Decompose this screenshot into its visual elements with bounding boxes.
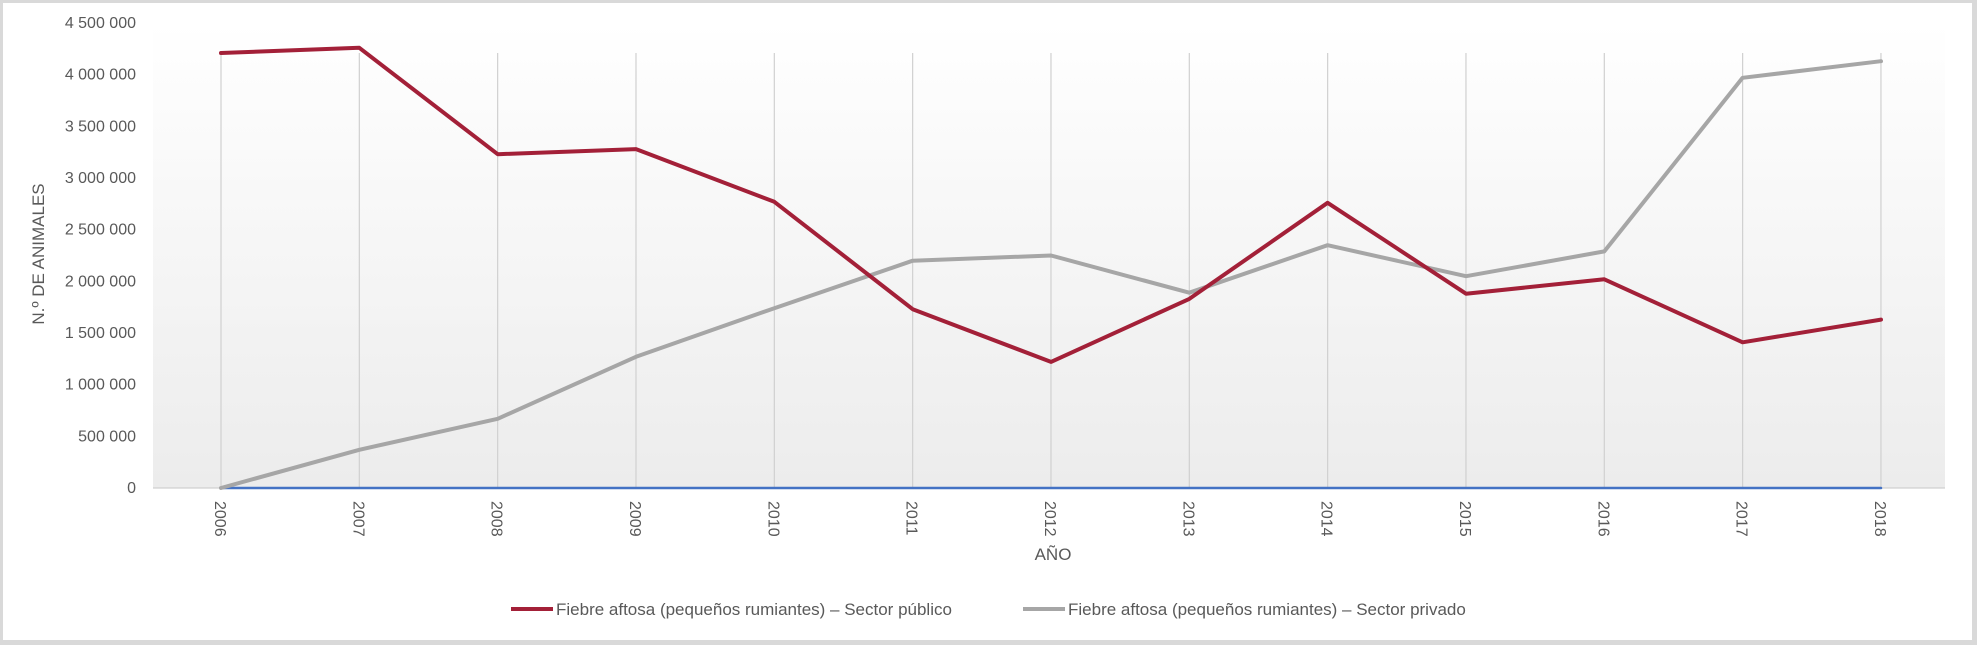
y-axis-ticks: 0 500 000 1 000 000 1 500 000 2 000 000 2 500… [65, 15, 136, 497]
y-tick-label: 3 500 000 [65, 118, 136, 135]
legend-label-privado: Fiebre aftosa (pequeños rumiantes) – Sec… [1068, 600, 1466, 619]
x-tick-label: 2016 [1594, 501, 1611, 537]
x-tick-label: 2015 [1456, 501, 1473, 537]
legend-label-publico: Fiebre aftosa (pequeños rumiantes) – Sec… [556, 600, 952, 619]
x-axis-title: AÑO [1035, 545, 1072, 564]
y-tick-label: 1 500 000 [65, 325, 136, 342]
line-chart: 0 500 000 1 000 000 1 500 000 2 000 000 2 500… [29, 15, 1945, 619]
x-tick-label: 2008 [488, 501, 505, 537]
x-tick-label: 2010 [764, 501, 781, 537]
x-tick-label: 2007 [349, 501, 366, 537]
y-tick-label: 4 000 000 [65, 67, 136, 84]
x-tick-label: 2012 [1041, 501, 1058, 537]
x-axis-ticks: 2006 2007 2008 2009 2010 2011 2012 2013 2014 2015… [211, 501, 1888, 537]
x-tick-label: 2009 [626, 501, 643, 537]
y-axis-title: N.º DE ANIMALES [29, 183, 48, 324]
x-tick-label: 2018 [1871, 501, 1888, 537]
y-tick-label: 4 500 000 [65, 15, 136, 32]
y-tick-label: 3 000 000 [65, 170, 136, 187]
y-tick-label: 2 500 000 [65, 222, 136, 239]
legend: Fiebre aftosa (pequeños rumiantes) – Sec… [511, 600, 1466, 619]
x-tick-label: 2011 [903, 501, 920, 536]
x-tick-label: 2014 [1318, 501, 1335, 537]
x-tick-label: 2017 [1733, 501, 1750, 537]
series-line-publico [219, 45, 1883, 364]
y-tick-label: 2 000 000 [65, 273, 136, 290]
y-tick-label: 0 [127, 480, 136, 497]
series-line-privado [219, 59, 1883, 490]
chart-frame: 0 500 000 1 000 000 1 500 000 2 000 000 2 500… [3, 3, 1972, 640]
x-tick-label: 2013 [1179, 501, 1196, 537]
y-tick-label: 500 000 [78, 428, 136, 445]
series-lines [219, 45, 1883, 490]
y-tick-label: 1 000 000 [65, 377, 136, 394]
x-tick-label: 2006 [211, 501, 228, 537]
